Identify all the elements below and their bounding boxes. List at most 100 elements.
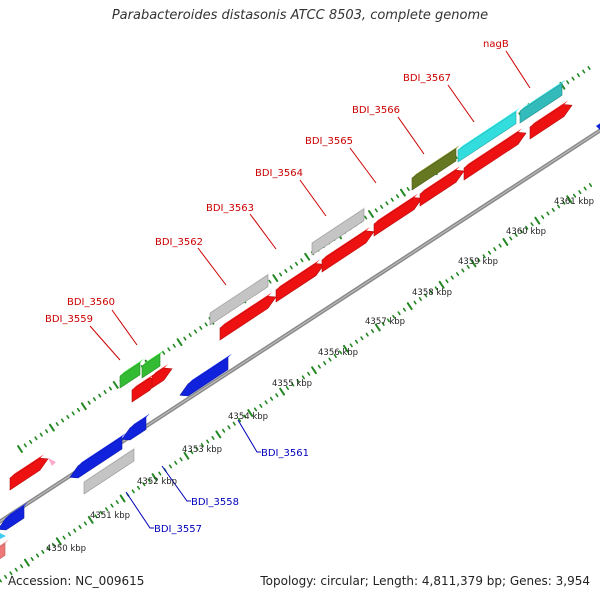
gene-block-olive bbox=[411, 148, 457, 191]
tick-mark-outer bbox=[399, 188, 406, 197]
tick-mark-outer bbox=[167, 347, 171, 352]
tick-mark-inner bbox=[317, 364, 321, 369]
tick-mark-inner bbox=[530, 222, 534, 227]
tick-mark-inner bbox=[418, 297, 422, 301]
tick-mark-inner bbox=[136, 485, 141, 490]
tick-mark-inner bbox=[487, 250, 492, 255]
tick-mark-inner bbox=[35, 553, 40, 558]
tick-mark-inner bbox=[323, 361, 327, 366]
gene-label-bdi_3563: BDI_3563 bbox=[206, 203, 254, 214]
tick-mark-inner bbox=[370, 329, 375, 334]
tick-mark-outer bbox=[279, 272, 283, 277]
callout-line bbox=[349, 147, 377, 184]
gene-reverse bbox=[121, 416, 147, 441]
gene-label-bdi_3557: BDI_3557 bbox=[154, 524, 202, 535]
tick-mark-inner bbox=[285, 386, 290, 391]
tick-mark-outer bbox=[188, 333, 192, 338]
gene-block-teal bbox=[519, 82, 563, 124]
tick-mark-inner bbox=[46, 546, 50, 551]
tick-mark-inner bbox=[301, 375, 305, 380]
tick-mark-inner bbox=[386, 318, 391, 323]
tick-mark-inner bbox=[99, 510, 103, 515]
tick-mark-inner bbox=[87, 515, 94, 524]
callouts-layer: BDI_3559 BDI_3560 BDI_3562 BDI_3563 BDI_3564… bbox=[45, 39, 531, 535]
tick-mark-inner bbox=[498, 243, 502, 248]
tick-mark-inner bbox=[67, 532, 72, 537]
gene-label-bdi_3564: BDI_3564 bbox=[255, 168, 303, 179]
tick-mark-inner bbox=[51, 542, 56, 547]
tick-mark-outer bbox=[582, 69, 586, 74]
tick-mark-inner bbox=[461, 268, 465, 273]
tick-mark-inner bbox=[397, 311, 401, 316]
tick-mark-outer bbox=[576, 73, 580, 78]
tick-mark-inner bbox=[73, 528, 77, 533]
gene-forward bbox=[321, 230, 375, 273]
gene-label-bdi_3558: BDI_3558 bbox=[191, 497, 239, 508]
tick-mark-inner bbox=[333, 354, 337, 358]
callout-line bbox=[397, 116, 425, 155]
gene-label-nagb: nagB bbox=[483, 39, 509, 50]
gene-reverse bbox=[69, 436, 123, 479]
kbp-label-layer: 4350 kbp 4351 kbp 4352 kbp 4353 kbp 4354 kbp… bbox=[46, 197, 594, 554]
tick-mark-outer bbox=[390, 197, 394, 202]
gene-label-bdi_3566: BDI_3566 bbox=[352, 105, 400, 116]
tick-mark-outer bbox=[55, 422, 59, 427]
tick-mark-outer bbox=[566, 80, 570, 85]
gene-label-bdi_3567: BDI_3567 bbox=[403, 73, 451, 84]
gene-label-bdi_3561: BDI_3561 bbox=[261, 448, 309, 459]
tick-mark-inner bbox=[450, 275, 454, 280]
tick-mark-inner bbox=[466, 264, 470, 269]
tick-mark-outer bbox=[103, 390, 107, 394]
gene-block-green bbox=[119, 362, 141, 389]
tick-mark-inner bbox=[190, 450, 194, 455]
gene-reverse bbox=[0, 505, 25, 531]
kbp-label: 4357 kbp bbox=[365, 317, 405, 327]
tick-mark-inner bbox=[195, 446, 199, 451]
tick-mark-outer bbox=[193, 329, 198, 334]
gene-block-gray bbox=[311, 208, 365, 256]
tick-mark-inner bbox=[311, 366, 317, 375]
callout-line bbox=[89, 325, 121, 361]
kbp-label: 4356 kbp bbox=[318, 348, 358, 358]
tick-mark-inner bbox=[588, 183, 593, 187]
tick-mark-inner bbox=[291, 382, 295, 387]
tick-mark-inner bbox=[406, 302, 413, 311]
tick-mark-outer bbox=[71, 411, 75, 416]
tick-mark-inner bbox=[445, 279, 449, 284]
tick-mark-outer bbox=[587, 66, 591, 70]
tick-mark-inner bbox=[215, 430, 222, 439]
tick-mark-inner bbox=[247, 409, 254, 417]
tick-mark-inner bbox=[502, 238, 509, 246]
tick-mark-inner bbox=[23, 558, 30, 567]
tick-mark-inner bbox=[374, 323, 381, 332]
marker-pink bbox=[48, 458, 56, 466]
gene-block-green bbox=[141, 353, 161, 379]
gene-reverse-edge bbox=[596, 123, 600, 130]
gene-label-bdi_3560: BDI_3560 bbox=[67, 297, 115, 308]
tick-mark-outer bbox=[364, 215, 368, 220]
tick-mark-inner bbox=[237, 418, 242, 423]
gene-block-gray bbox=[209, 274, 269, 326]
tick-mark-inner bbox=[455, 272, 460, 277]
tick-mark-outer bbox=[87, 400, 91, 405]
tick-mark-inner bbox=[41, 549, 45, 554]
tick-mark-inner bbox=[365, 332, 369, 337]
gene-forward bbox=[9, 457, 49, 491]
tick-mark-inner bbox=[557, 204, 561, 209]
tick-mark-inner bbox=[349, 343, 353, 348]
tick-mark-outer bbox=[76, 407, 81, 412]
tick-mark-inner bbox=[4, 574, 8, 579]
kbp-label: 4355 kbp bbox=[272, 379, 312, 389]
tick-mark-inner bbox=[158, 471, 162, 476]
tick-mark-inner bbox=[243, 414, 247, 419]
callout-line bbox=[111, 309, 138, 346]
tick-mark-outer bbox=[406, 187, 410, 192]
tick-mark-inner bbox=[105, 507, 109, 512]
tick-mark-outer bbox=[60, 418, 65, 423]
gene-pink bbox=[0, 542, 6, 560]
callout-line bbox=[249, 213, 277, 250]
tick-mark-outer bbox=[183, 336, 187, 341]
tick-mark-inner bbox=[253, 407, 258, 412]
tick-mark-inner bbox=[307, 371, 311, 376]
